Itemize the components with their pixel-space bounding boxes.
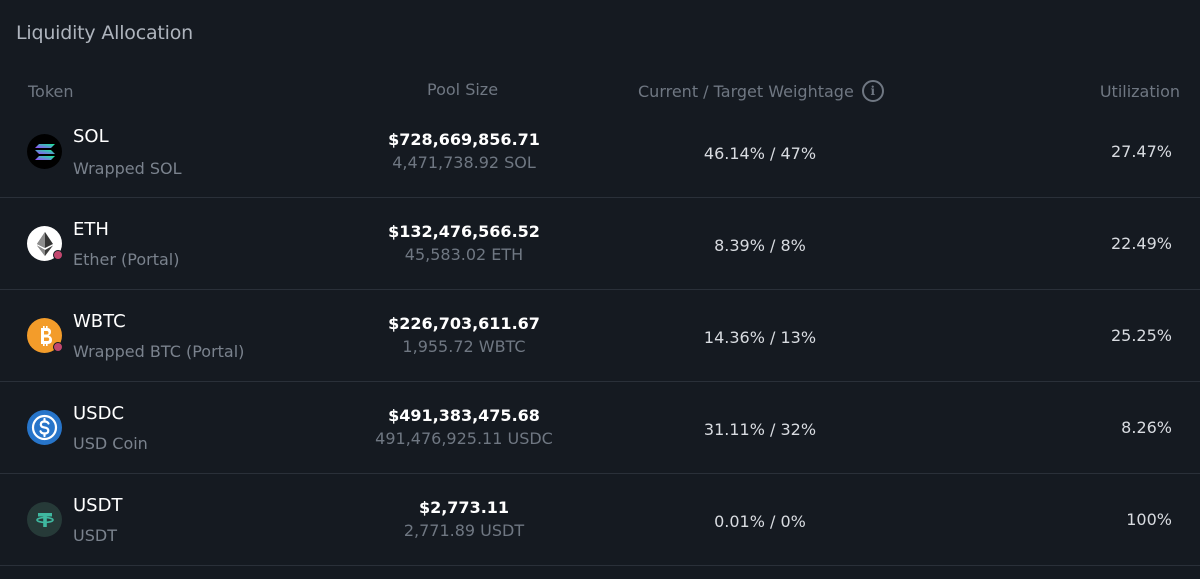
pool-size-usd: $728,669,856.71 <box>388 130 540 149</box>
token-symbol: ETH <box>73 219 109 240</box>
usdc-icon <box>27 410 62 445</box>
btc-icon <box>27 318 63 353</box>
info-icon[interactable]: i <box>861 80 884 102</box>
weightage-value: 8.39% / 8% <box>714 236 806 255</box>
pool-size-usd: $132,476,566.52 <box>388 222 540 241</box>
utilization-value: 22.49% <box>1110 234 1172 253</box>
weightage-value: 31.11% / 32% <box>703 420 817 439</box>
pool-size-cell: $491,383,475.68 491,476,925.11 USDC <box>344 406 584 448</box>
utilization-value: 25.25% <box>1110 326 1172 345</box>
pool-size-cell: $2,773.11 2,771.89 USDT <box>344 498 584 540</box>
column-header-utilization: Utilization <box>1099 82 1180 101</box>
pool-size-amount: 4,471,738.92 SOL <box>392 153 536 172</box>
token-name: Wrapped SOL <box>73 159 182 178</box>
token-name: Ether (Portal) <box>73 250 180 269</box>
pool-size-amount: 2,771.89 USDT <box>403 521 525 540</box>
column-header-weightage: Current / Target Weightage i <box>638 80 884 102</box>
pool-size-usd: $2,773.11 <box>418 498 510 517</box>
column-header-pool-size: Pool Size <box>427 80 499 99</box>
eth-icon <box>27 226 63 261</box>
weightage-value: 46.14% / 47% <box>703 144 817 163</box>
token-name: USD Coin <box>73 434 148 453</box>
token-symbol: USDT <box>73 495 123 516</box>
usdt-icon <box>27 502 62 537</box>
pool-size-amount: 45,583.02 ETH <box>404 245 524 264</box>
bridge-badge-icon <box>53 342 63 352</box>
pool-size-cell: $226,703,611.67 1,955.72 WBTC <box>344 314 584 356</box>
table-row[interactable]: WBTC Wrapped BTC (Portal) $226,703,611.6… <box>0 290 1200 382</box>
pool-size-amount: 1,955.72 WBTC <box>402 337 526 356</box>
pool-size-cell: $728,669,856.71 4,471,738.92 SOL <box>344 130 584 172</box>
section-title: Liquidity Allocation <box>16 22 193 44</box>
table-row[interactable]: USDC USD Coin $491,383,475.68 491,476,92… <box>0 382 1200 474</box>
pool-size-usd: $491,383,475.68 <box>388 406 540 425</box>
utilization-value: 27.47% <box>1110 142 1172 161</box>
utilization-value: 100% <box>1126 510 1172 529</box>
sol-icon <box>27 134 62 169</box>
token-symbol: USDC <box>73 403 125 424</box>
utilization-value: 8.26% <box>1121 418 1172 437</box>
token-symbol: SOL <box>73 126 109 147</box>
pool-size-usd: $226,703,611.67 <box>388 314 540 333</box>
table-row[interactable]: USDT USDT $2,773.11 2,771.89 USDT 0.01% … <box>0 474 1200 566</box>
weightage-value: 14.36% / 13% <box>703 328 817 347</box>
bridge-badge-icon <box>53 250 63 260</box>
token-name: Wrapped BTC (Portal) <box>73 342 245 361</box>
table-row[interactable]: SOL Wrapped SOL $728,669,856.71 4,471,73… <box>0 106 1200 198</box>
pool-size-amount: 491,476,925.11 USDC <box>375 429 553 448</box>
table-row[interactable]: ETH Ether (Portal) $132,476,566.52 45,58… <box>0 198 1200 290</box>
pool-size-cell: $132,476,566.52 45,583.02 ETH <box>344 222 584 264</box>
token-symbol: WBTC <box>73 311 126 332</box>
column-header-token: Token <box>28 82 74 101</box>
column-header-weightage-label: Current / Target Weightage <box>638 81 854 101</box>
weightage-value: 0.01% / 0% <box>714 512 806 531</box>
token-name: USDT <box>73 526 117 545</box>
